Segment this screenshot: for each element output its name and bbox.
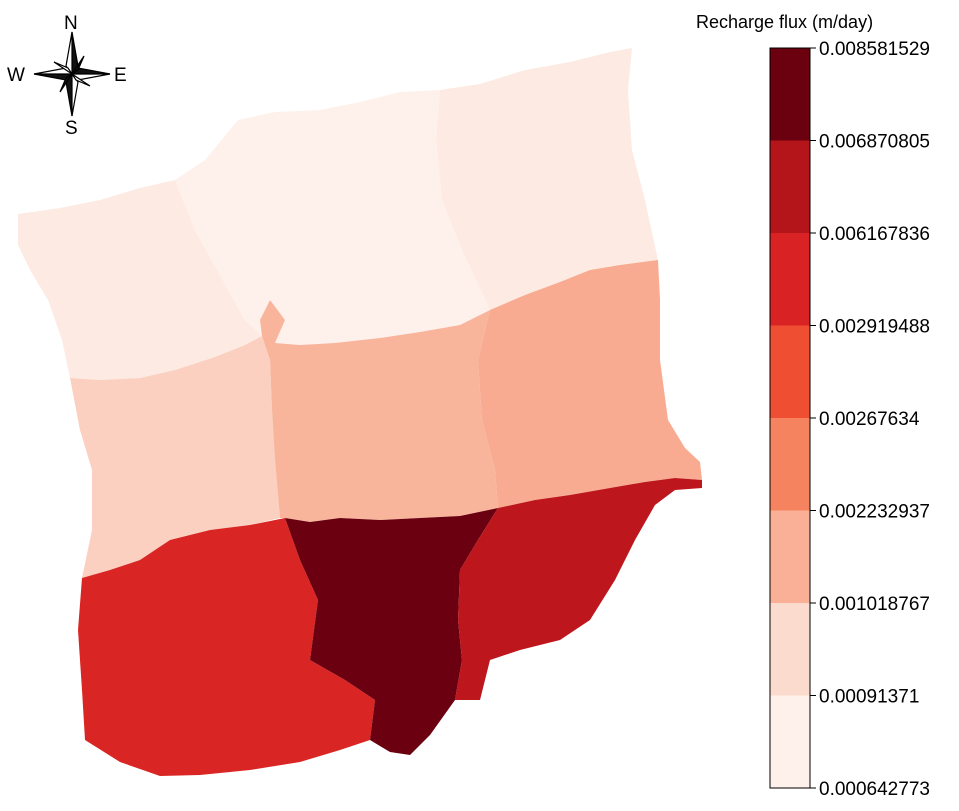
compass-south-label: S [65,118,78,139]
zone-middle-west [70,336,280,578]
zone-middle-east [478,260,702,508]
legend-tick-label: 0.002232937 [819,502,930,523]
legend-swatch [770,695,810,788]
legend: Recharge flux (m/day) 0.008581529 0.00687… [696,12,930,800]
legend-tick-label: 0.002919488 [819,317,930,338]
zone-middle-center [260,300,498,522]
legend-swatch [770,325,810,418]
legend-tick-label: 0.006167836 [819,224,930,245]
legend-swatch [770,233,810,326]
zone-north-center [175,90,490,345]
legend-tick-label: 0.006870805 [819,132,930,153]
legend-swatch [770,510,810,603]
legend-color-bar [769,47,811,789]
legend-tick-label: 0.00267634 [819,409,920,430]
compass-north-label: N [64,13,78,34]
legend-swatch [770,603,810,696]
zone-south-center [285,508,498,755]
compass-star-icon [33,31,111,117]
legend-swatch [770,418,810,511]
zone-north-west [18,180,262,380]
compass-rose: N S E W [7,13,127,139]
zone-north-east [436,48,658,310]
compass-west-label: W [7,65,25,86]
compass-east-label: E [114,65,127,86]
zone-south-east [455,478,702,700]
legend-tick-label: 0.001018767 [819,594,930,615]
legend-tick-label: 0.000642773 [819,779,930,800]
legend-swatch [770,140,810,233]
legend-ticks: 0.008581529 0.006870805 0.006167836 0.00291… [810,39,930,800]
legend-tick-label: 0.00091371 [819,687,919,708]
legend-tick-label: 0.008581529 [819,39,930,60]
zone-south-west [78,518,375,776]
legend-title: Recharge flux (m/day) [696,12,873,32]
legend-swatch [770,48,810,141]
map-zones [18,48,702,776]
